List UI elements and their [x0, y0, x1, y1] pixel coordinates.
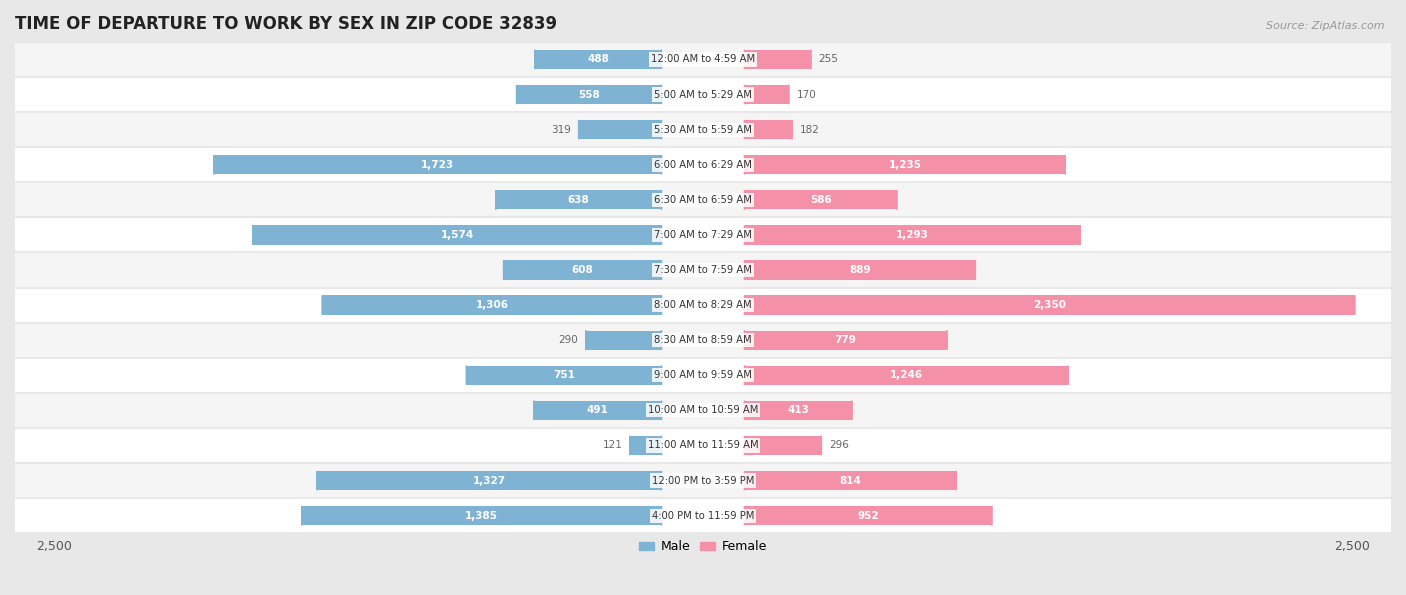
Text: 319: 319 [551, 124, 571, 134]
Bar [745, 50, 811, 69]
FancyBboxPatch shape [1, 42, 1405, 77]
Text: 121: 121 [602, 440, 623, 450]
Text: 413: 413 [787, 405, 808, 415]
Bar [745, 190, 897, 209]
FancyBboxPatch shape [1, 428, 1405, 463]
Text: 638: 638 [568, 195, 589, 205]
Bar [496, 190, 661, 209]
Text: 5:30 AM to 5:59 AM: 5:30 AM to 5:59 AM [654, 124, 752, 134]
Text: 2,350: 2,350 [1033, 300, 1066, 310]
FancyBboxPatch shape [1, 358, 1405, 393]
Text: 488: 488 [588, 54, 609, 64]
Text: 290: 290 [558, 335, 578, 345]
Bar [322, 296, 661, 315]
Text: 558: 558 [578, 89, 600, 99]
Bar [745, 471, 956, 490]
FancyBboxPatch shape [1, 463, 1405, 498]
Text: 586: 586 [810, 195, 831, 205]
Text: 296: 296 [830, 440, 849, 450]
Text: 182: 182 [800, 124, 820, 134]
Text: 8:00 AM to 8:29 AM: 8:00 AM to 8:29 AM [654, 300, 752, 310]
Text: 1,385: 1,385 [465, 511, 498, 521]
Legend: Male, Female: Male, Female [634, 536, 772, 558]
Text: 5:00 AM to 5:29 AM: 5:00 AM to 5:29 AM [654, 89, 752, 99]
FancyBboxPatch shape [1, 147, 1405, 182]
Text: TIME OF DEPARTURE TO WORK BY SEX IN ZIP CODE 32839: TIME OF DEPARTURE TO WORK BY SEX IN ZIP … [15, 15, 557, 33]
Bar [745, 296, 1354, 315]
Text: 6:30 AM to 6:59 AM: 6:30 AM to 6:59 AM [654, 195, 752, 205]
Text: Source: ZipAtlas.com: Source: ZipAtlas.com [1267, 21, 1385, 31]
Text: 4:00 PM to 11:59 PM: 4:00 PM to 11:59 PM [652, 511, 754, 521]
FancyBboxPatch shape [1, 287, 1405, 322]
Bar [316, 471, 661, 490]
FancyBboxPatch shape [1, 217, 1405, 252]
Text: 889: 889 [849, 265, 870, 275]
Bar [745, 85, 789, 104]
Text: 779: 779 [835, 335, 856, 345]
Bar [586, 331, 661, 350]
Bar [579, 120, 661, 139]
FancyBboxPatch shape [1, 322, 1405, 358]
Text: 1,235: 1,235 [889, 159, 921, 170]
Bar [745, 261, 976, 280]
Bar [745, 120, 792, 139]
Text: 1,306: 1,306 [475, 300, 509, 310]
Bar [745, 436, 821, 455]
Text: 12:00 AM to 4:59 AM: 12:00 AM to 4:59 AM [651, 54, 755, 64]
FancyBboxPatch shape [1, 393, 1405, 428]
Text: 1,327: 1,327 [472, 475, 506, 486]
Bar [253, 226, 661, 245]
Bar [745, 365, 1069, 385]
Bar [745, 506, 991, 525]
Bar [745, 331, 946, 350]
Bar [467, 365, 661, 385]
Text: 608: 608 [572, 265, 593, 275]
Text: 10:00 AM to 10:59 AM: 10:00 AM to 10:59 AM [648, 405, 758, 415]
FancyBboxPatch shape [1, 252, 1405, 287]
Text: 6:00 AM to 6:29 AM: 6:00 AM to 6:29 AM [654, 159, 752, 170]
Text: 1,723: 1,723 [422, 159, 454, 170]
Text: 12:00 PM to 3:59 PM: 12:00 PM to 3:59 PM [652, 475, 754, 486]
Bar [516, 85, 661, 104]
Text: 751: 751 [553, 370, 575, 380]
Text: 8:30 AM to 8:59 AM: 8:30 AM to 8:59 AM [654, 335, 752, 345]
Bar [745, 400, 852, 420]
Bar [534, 400, 661, 420]
Text: 1,293: 1,293 [896, 230, 929, 240]
FancyBboxPatch shape [1, 182, 1405, 217]
Text: 952: 952 [858, 511, 879, 521]
Text: 491: 491 [586, 405, 609, 415]
Bar [503, 261, 661, 280]
Text: 7:00 AM to 7:29 AM: 7:00 AM to 7:29 AM [654, 230, 752, 240]
Text: 11:00 AM to 11:59 AM: 11:00 AM to 11:59 AM [648, 440, 758, 450]
Text: 1,246: 1,246 [890, 370, 922, 380]
Text: 1,574: 1,574 [440, 230, 474, 240]
Bar [534, 50, 661, 69]
Bar [745, 226, 1080, 245]
Bar [630, 436, 661, 455]
FancyBboxPatch shape [1, 498, 1405, 533]
Text: 9:00 AM to 9:59 AM: 9:00 AM to 9:59 AM [654, 370, 752, 380]
Bar [214, 155, 661, 174]
Text: 255: 255 [818, 54, 838, 64]
Bar [745, 155, 1066, 174]
FancyBboxPatch shape [1, 77, 1405, 112]
FancyBboxPatch shape [1, 112, 1405, 147]
Text: 170: 170 [796, 89, 817, 99]
Text: 7:30 AM to 7:59 AM: 7:30 AM to 7:59 AM [654, 265, 752, 275]
Bar [302, 506, 661, 525]
Text: 814: 814 [839, 475, 860, 486]
